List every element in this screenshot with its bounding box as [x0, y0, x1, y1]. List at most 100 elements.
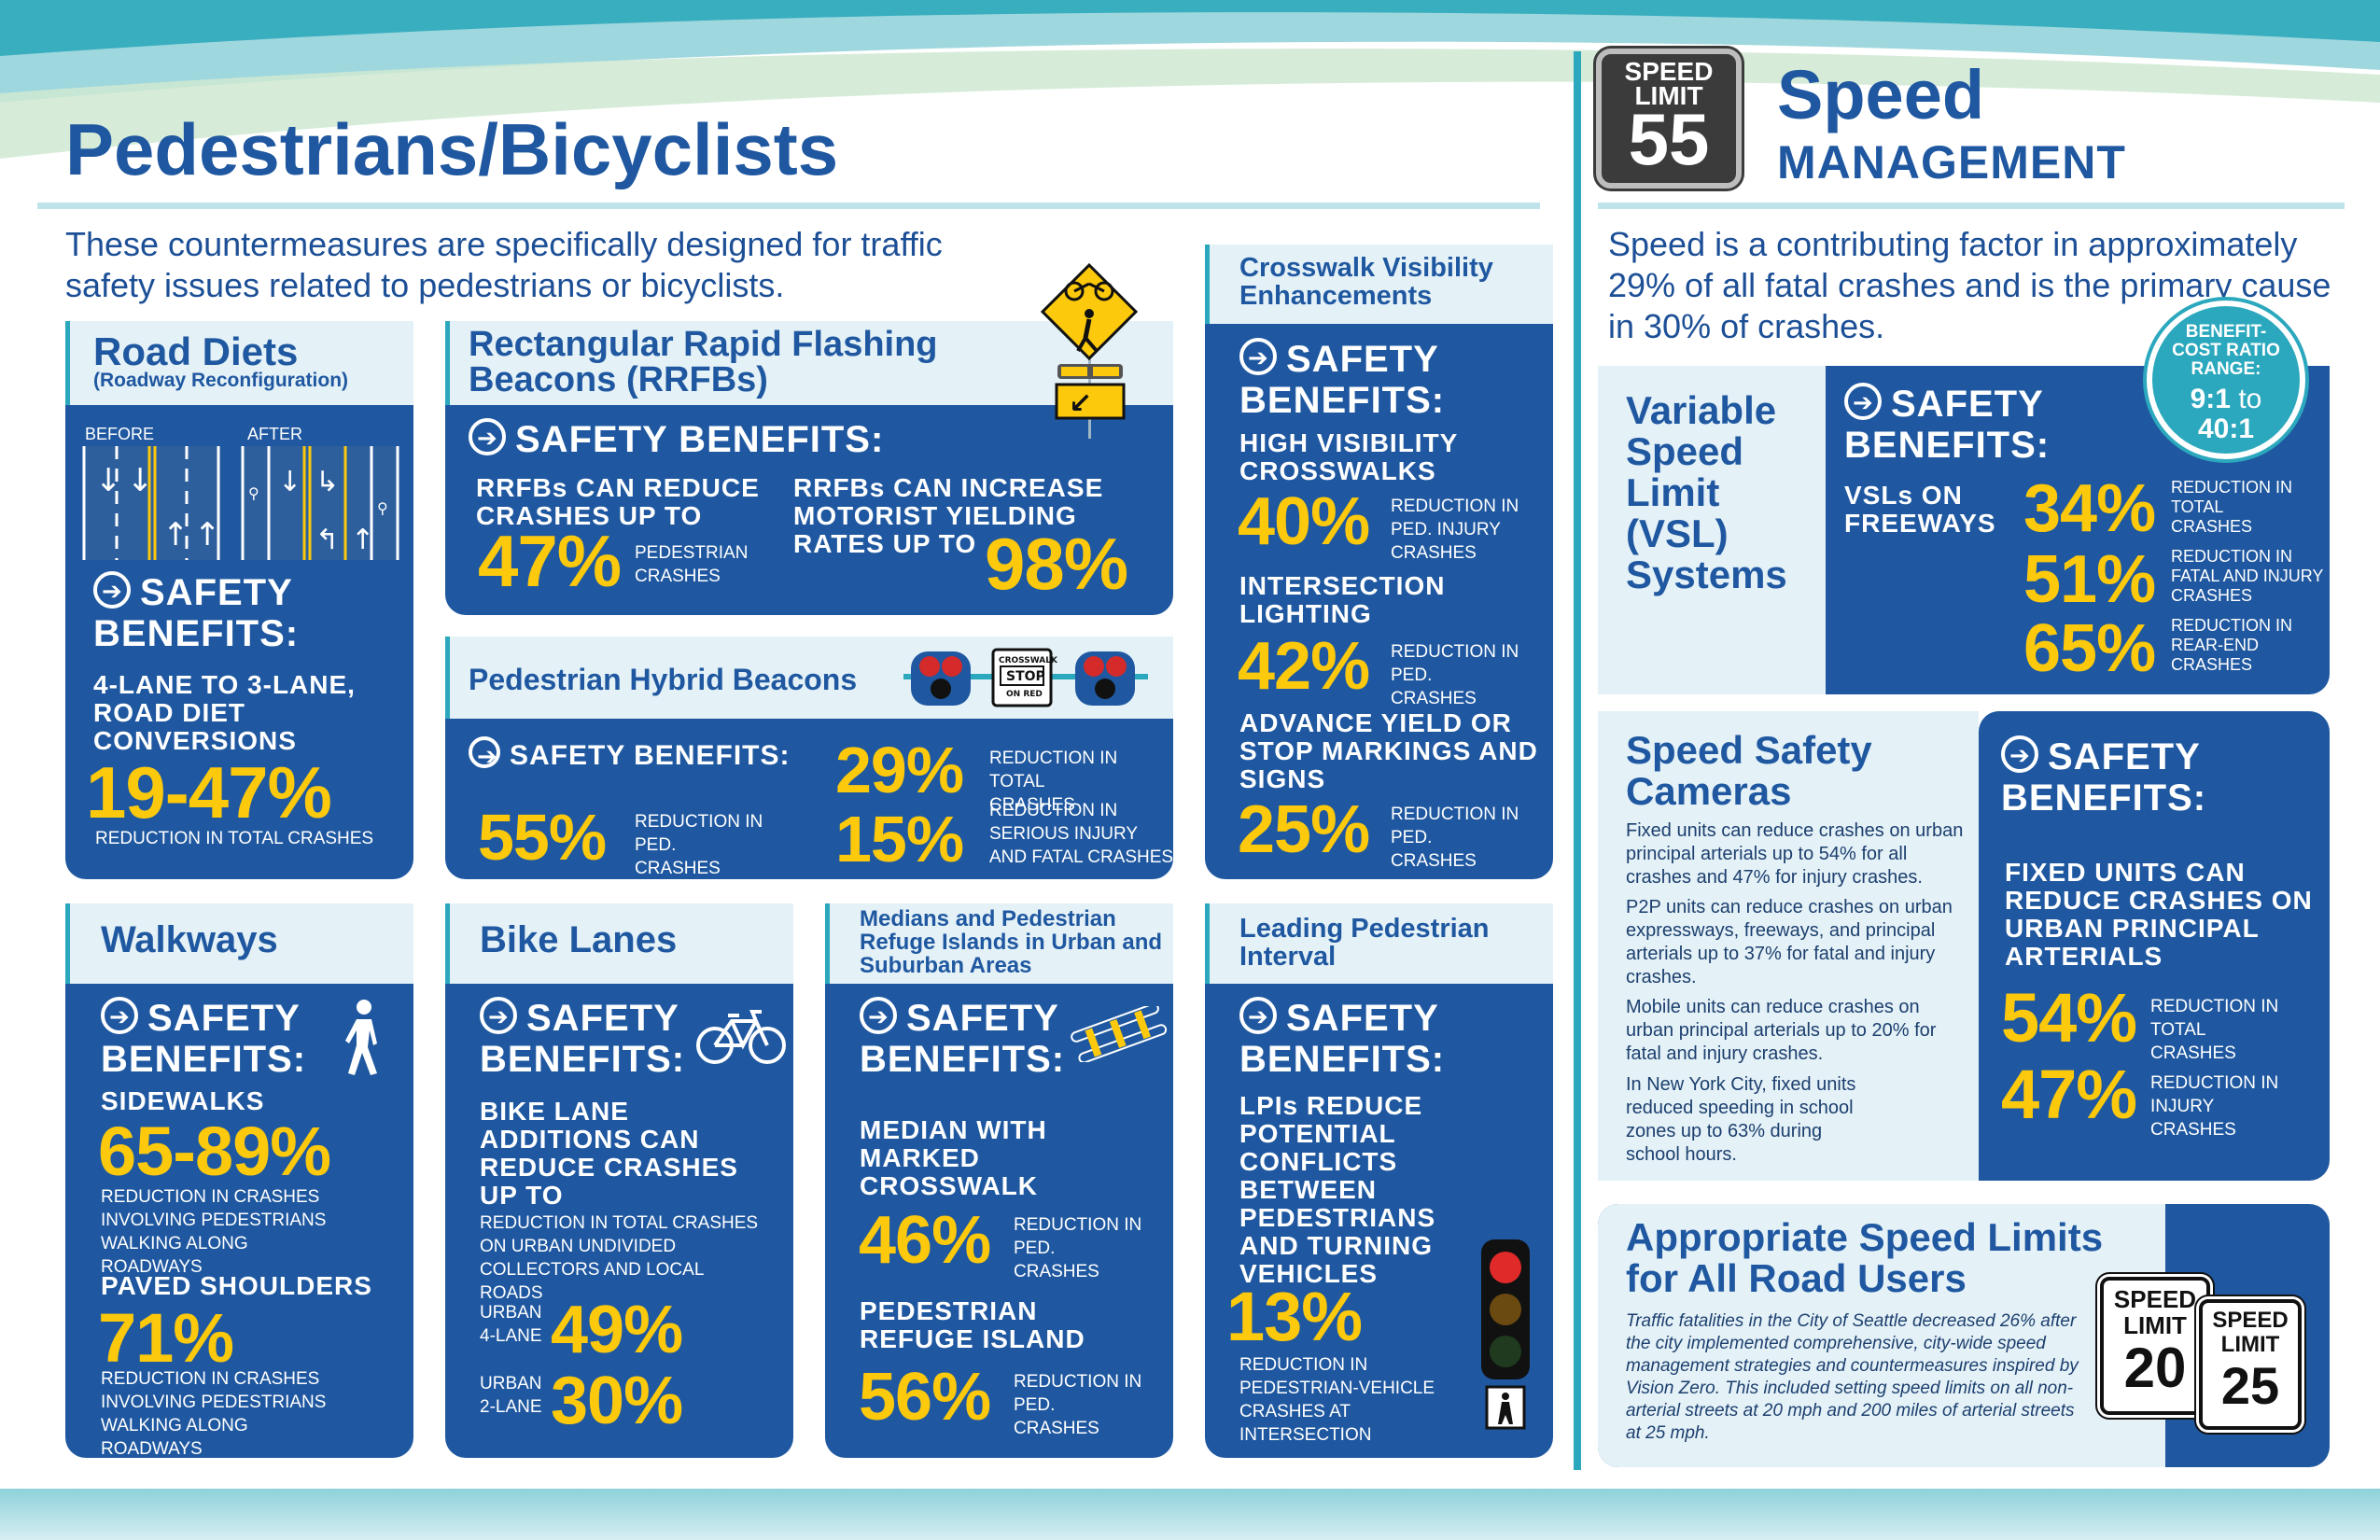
lpi-header: [1205, 903, 1553, 984]
phb-value-1: 55%: [478, 801, 607, 874]
road-diets-caption: 4-LANE TO 3-LANE, ROAD DIET CONVERSIONS: [93, 670, 356, 755]
medians-header: [825, 903, 1173, 984]
walkways-caption-2: PAVED SHOULDERS: [101, 1271, 372, 1300]
phb-note-3: REDUCTION IN SERIOUS INJURY AND FATAL CR…: [989, 801, 1174, 867]
bcr-b: 40:1: [2197, 413, 2255, 444]
walkways-benefits-label: SAFETY BENEFITS:: [101, 997, 334, 1080]
lpi-note: REDUCTION IN PEDESTRIAN-VEHICLE CRASHES …: [1239, 1355, 1435, 1445]
bicycle-icon: [696, 1010, 786, 1064]
phb-note-1: REDUCTION IN PED. CRASHES: [635, 812, 763, 878]
cameras-benefits-label: SAFETY BENEFITS:: [2001, 735, 2281, 819]
svg-text:↑: ↑: [162, 516, 189, 553]
title-rule: [37, 203, 1540, 209]
cameras-para-1: Fixed units can reduce crashes on urban …: [1626, 820, 1964, 888]
svg-text:⚲: ⚲: [377, 499, 388, 517]
cameras-caption: FIXED UNITS CAN REDUCE CRASHES ON URBAN …: [2005, 858, 2313, 971]
cameras-para-4: In New York City, fixed units reduced sp…: [1626, 1074, 1856, 1165]
crosswalk-value-2: 42%: [1238, 629, 1370, 704]
bike-card: [445, 984, 793, 1458]
rrfb-value-2: 98%: [985, 523, 1128, 605]
phb-note-2: REDUCTION IN TOTAL CRASHES: [989, 749, 1118, 815]
svg-text:↳: ↳: [315, 466, 339, 498]
sign-20-number: 20: [2123, 1337, 2187, 1399]
bike-caption: BIKE LANE ADDITIONS CAN REDUCE CRASHES U…: [480, 1097, 738, 1210]
crosswalk-card: [1205, 324, 1553, 879]
vsl-value-2: 51%: [2023, 542, 2156, 617]
phb-value-2: 29%: [835, 734, 964, 806]
sign-20-limit: LIMIT: [2123, 1311, 2187, 1339]
rrfb-sign-icon: ↙: [1041, 263, 1139, 439]
rrfb-note-1: PEDESTRIAN CRASHES: [635, 543, 749, 586]
arrow-right-icon: [1239, 997, 1277, 1038]
medians-card: [825, 984, 1173, 1458]
arrow-right-icon: [1844, 383, 1882, 424]
vsl-benefits-label: SAFETY BENEFITS:: [1844, 383, 2124, 466]
arrow-right-icon: [2001, 735, 2038, 777]
svg-text:↙: ↙: [1069, 387, 1092, 420]
intro-text: These countermeasures are specifically d…: [65, 225, 943, 304]
cameras-header: [1598, 711, 1979, 1181]
rrfb-title: Rectangular Rapid Flashing Beacons (RRFB…: [469, 325, 938, 399]
before-label: BEFORE: [85, 425, 155, 443]
phb-benefits-label: SAFETY BENEFITS:: [469, 735, 790, 777]
traffic-light-icon: [1481, 1239, 1530, 1430]
bike-value-2: 30%: [551, 1364, 683, 1438]
vsl-value-3: 65%: [2023, 611, 2156, 686]
arrow-right-icon: [1239, 338, 1277, 379]
lpi-benefits-label: SAFETY BENEFITS:: [1239, 997, 1473, 1080]
limits-text: Traffic fatalities in the City of Seattl…: [1626, 1311, 2079, 1443]
sign-20-speed: SPEED: [2113, 1285, 2197, 1313]
pedestrian-icon: [345, 1000, 377, 1075]
crosswalk-icon: [1071, 1006, 1168, 1062]
speed-limit-20-sign: SPEED LIMIT 20: [2100, 1277, 2210, 1415]
road-diets-value: 19-47%: [86, 751, 332, 833]
bcr-range-a: 9:1 to 40:1: [2163, 385, 2289, 444]
vsl-header: [1598, 366, 1827, 694]
sign-25-limit: LIMIT: [2220, 1332, 2280, 1357]
bike-benefits-label: SAFETY BENEFITS:: [480, 997, 713, 1080]
svg-text:ON RED: ON RED: [1006, 690, 1043, 699]
arrow-right-icon: [860, 997, 897, 1038]
speed-subtitle: MANAGEMENT: [1777, 136, 2126, 189]
cameras-para-2: P2P units can reduce crashes on urban ex…: [1626, 897, 1953, 987]
walkways-value-1: 65-89%: [98, 1113, 331, 1190]
rrfb-benefits-label: SAFETY BENEFITS:: [469, 418, 884, 460]
arrow-right-icon: [93, 571, 131, 612]
bike-note: REDUCTION IN TOTAL CRASHES ON URBAN UNDI…: [480, 1213, 759, 1303]
medians-caption-1: MEDIAN WITH MARKED CROSSWALK: [860, 1115, 1047, 1200]
limits-light-panel: [1598, 1204, 2165, 1467]
arrow-right-icon: [469, 418, 506, 459]
sign-top-text: SPEED LIMIT: [1624, 57, 1714, 110]
arrow-right-icon: [101, 997, 138, 1038]
limits-title: Appropriate Speed Limits for All Road Us…: [1626, 1215, 2104, 1300]
cameras-value-2: 47%: [2001, 1056, 2137, 1133]
road-diets-title: Road Diets: [93, 329, 299, 373]
after-label: AFTER: [247, 425, 303, 443]
medians-benefits-label: SAFETY BENEFITS:: [860, 997, 1093, 1080]
medians-note-2: REDUCTION IN PED. CRASHES: [1014, 1372, 1142, 1438]
page-title: Pedestrians/Bicyclists: [65, 108, 839, 190]
cameras-title: Speed Safety Cameras: [1626, 728, 1872, 813]
crosswalk-note-2: REDUCTION IN PED. CRASHES: [1391, 642, 1519, 708]
road-diet-diagram: ↓ ↓ ↑ ↑ ⚲ ↓ ↳ ↰ ↑ ⚲: [82, 446, 399, 560]
lpi-caption: LPIs REDUCE POTENTIAL CONFLICTS BETWEEN …: [1239, 1091, 1436, 1288]
svg-text:↓: ↓: [127, 462, 154, 499]
cameras-card: [1979, 711, 2330, 1181]
top-wave-band: [0, 0, 2380, 159]
svg-text:↓: ↓: [278, 466, 301, 498]
speed-intro: Speed is a contributing factor in approx…: [1608, 225, 2331, 345]
sign-25-number: 25: [2220, 1356, 2280, 1415]
svg-text:STOP: STOP: [1006, 669, 1045, 684]
crosswalk-caption-3: ADVANCE YIELD OR STOP MARKINGS AND SIGNS: [1239, 708, 1538, 793]
phb-title: Pedestrian Hybrid Beacons: [469, 663, 858, 696]
bike-label-2: URBAN 2-LANE: [480, 1374, 542, 1417]
lpi-title: Leading Pedestrian Interval: [1239, 914, 1490, 972]
phb-value-3: 15%: [835, 803, 964, 875]
road-diets-header: [65, 321, 413, 405]
crosswalk-caption-2: INTERSECTION LIGHTING: [1239, 571, 1446, 628]
cameras-para-3: Mobile units can reduce crashes on urban…: [1626, 997, 1937, 1064]
crosswalk-note-1: REDUCTION IN PED. INJURY CRASHES: [1391, 497, 1519, 563]
speed-title: Speed: [1777, 56, 1985, 133]
walkways-value-2: 71%: [98, 1299, 234, 1377]
crosswalk-title: Crosswalk Visibility Enhancements: [1239, 253, 1493, 311]
